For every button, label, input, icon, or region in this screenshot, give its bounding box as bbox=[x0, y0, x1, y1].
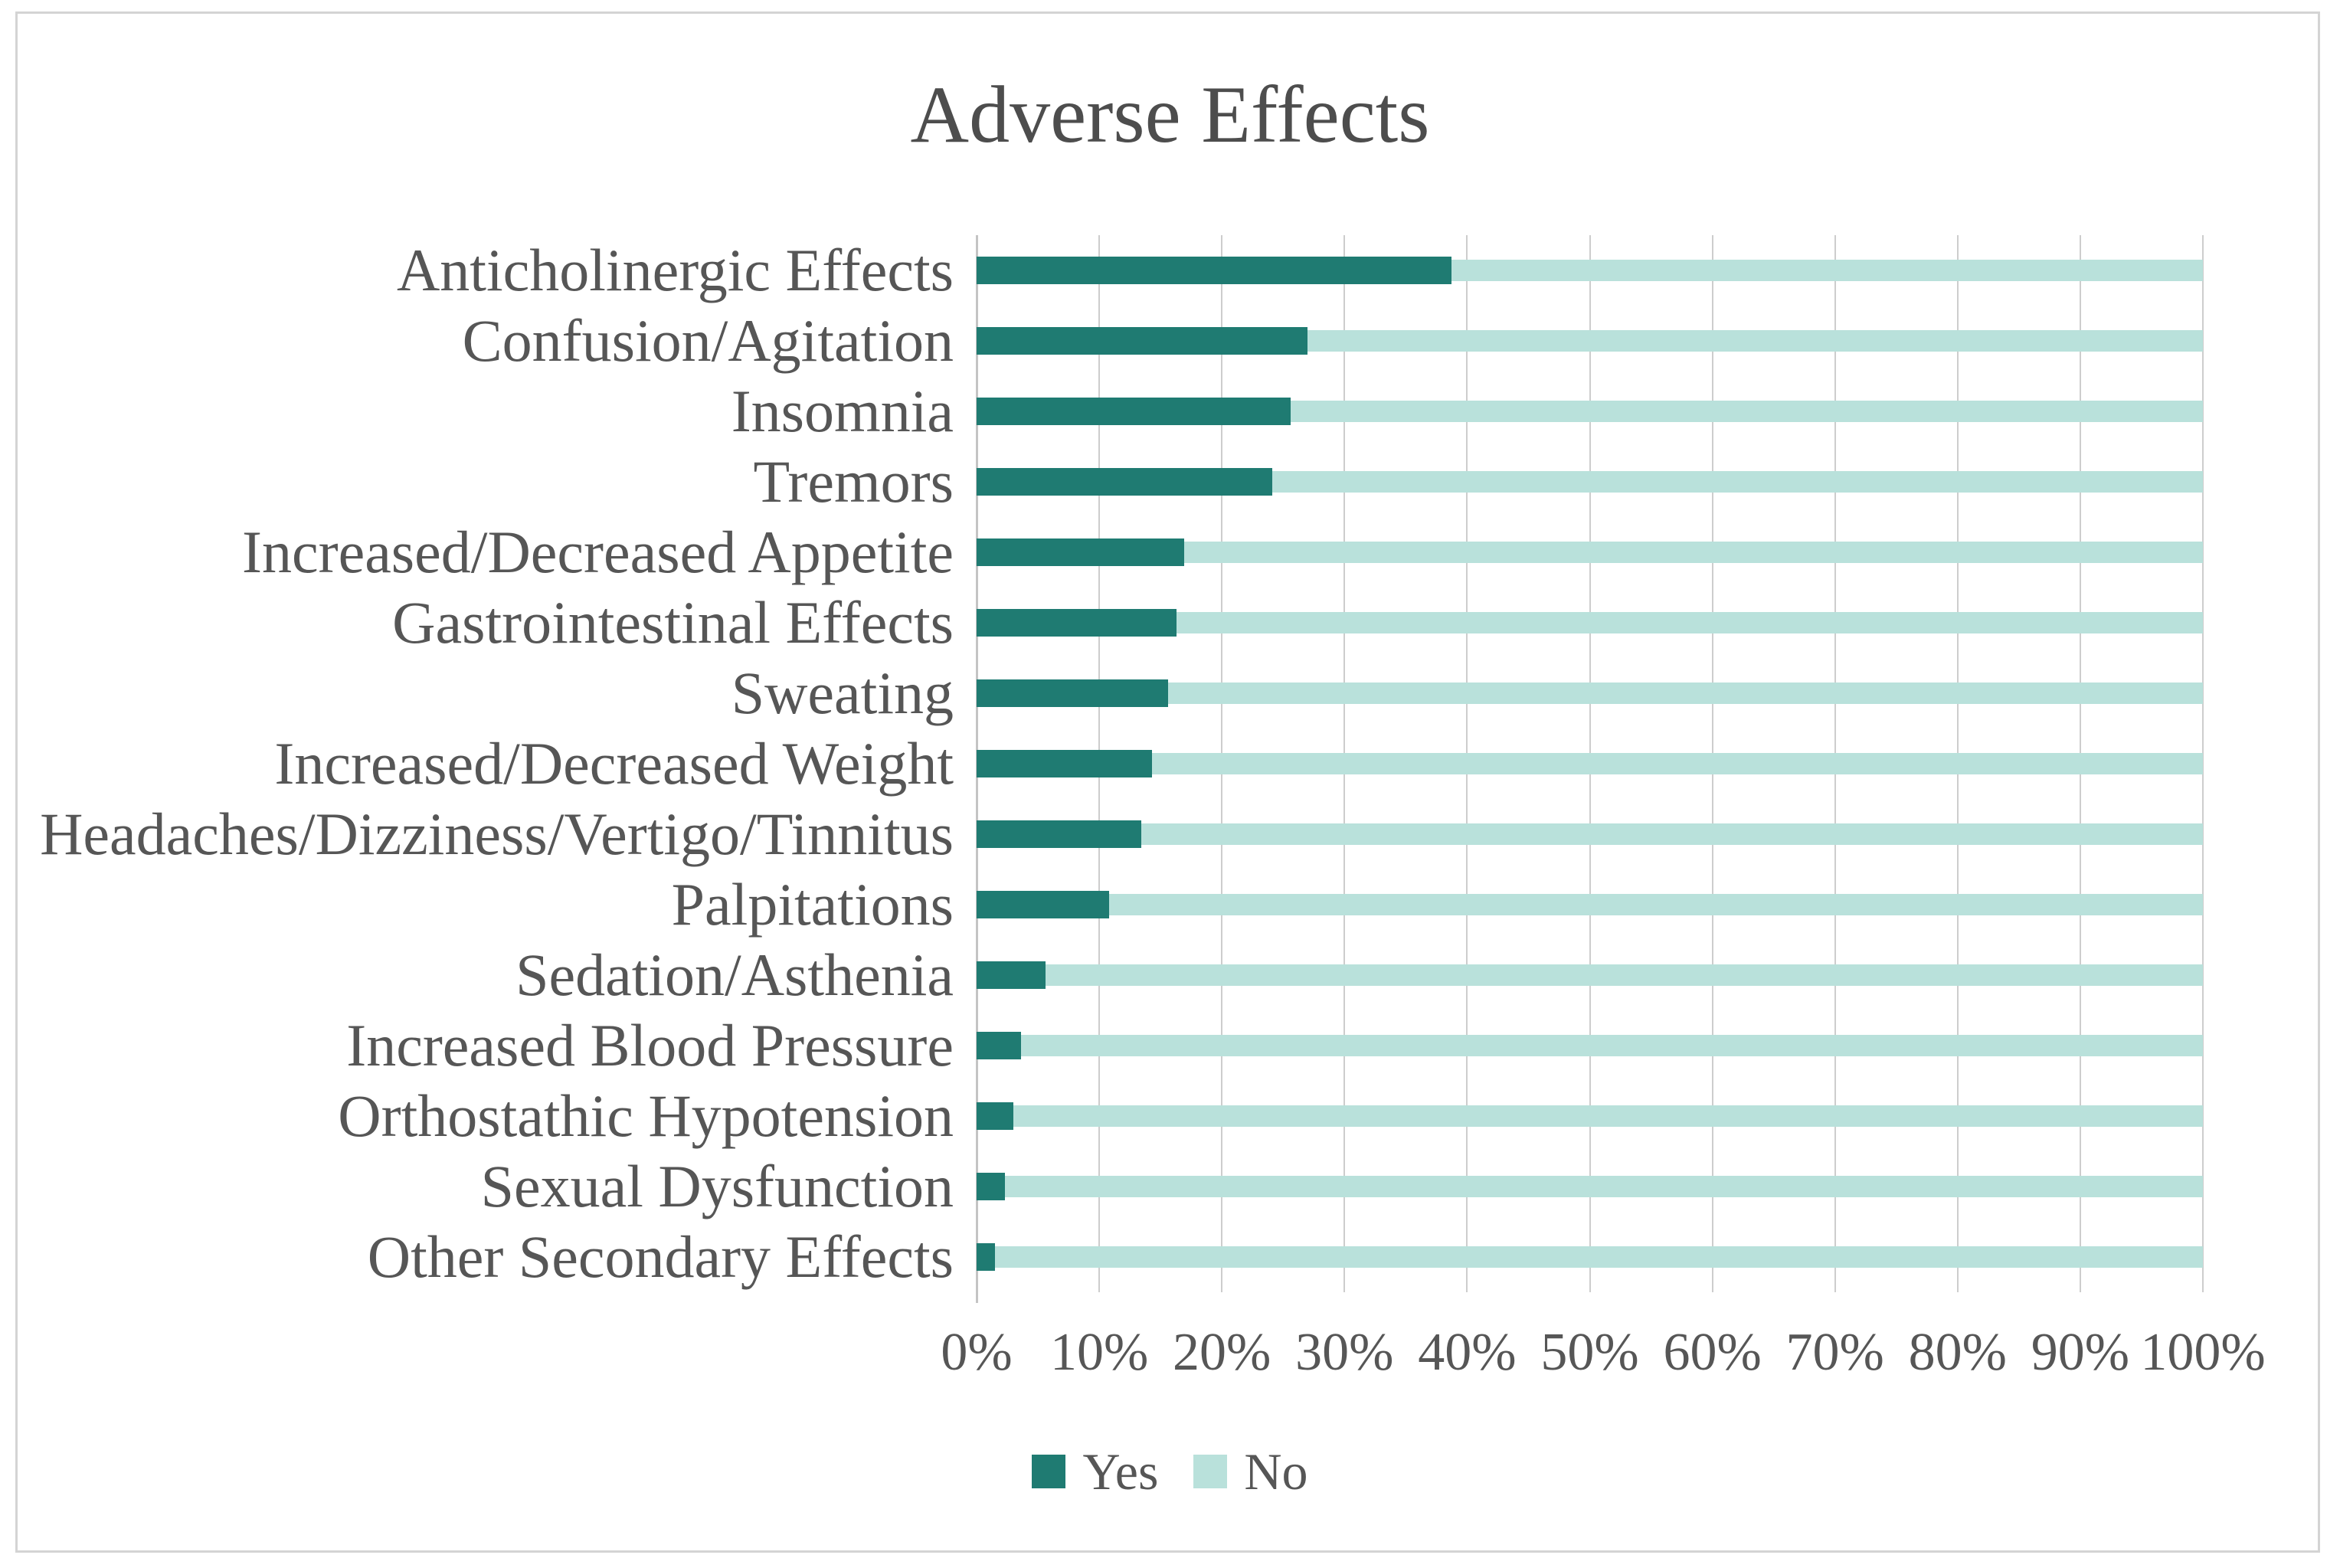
x-tick-label: 60% bbox=[1663, 1323, 1762, 1382]
x-tick-label: 80% bbox=[1908, 1323, 2007, 1382]
bar-yes bbox=[977, 679, 1168, 707]
bar-yes bbox=[977, 820, 1141, 848]
bar-no bbox=[1004, 1176, 2203, 1197]
bar-no bbox=[1013, 1105, 2203, 1127]
bar-no bbox=[1451, 260, 2203, 281]
x-tick-label: 10% bbox=[1049, 1323, 1149, 1382]
category-row: Increased/Decreased Weight bbox=[274, 728, 2203, 799]
category-row: Increased Blood Pressure bbox=[346, 1010, 2203, 1081]
category-label: Other Secondary Effects bbox=[367, 1223, 954, 1290]
x-tick-label: 100% bbox=[2140, 1323, 2266, 1382]
category-label: Gastrointestinal Effects bbox=[392, 589, 954, 656]
category-row: Palpitations bbox=[672, 869, 2203, 940]
category-row: Gastrointestinal Effects bbox=[392, 588, 2203, 658]
bar-no bbox=[1307, 330, 2203, 352]
bar-no bbox=[995, 1246, 2203, 1268]
bar-yes bbox=[977, 609, 1177, 637]
x-tick-label: 70% bbox=[1785, 1323, 1884, 1382]
x-axis: 0% 10% 20% 30% 40% 50% 60% 70% 80% 90% 100% bbox=[941, 1322, 2265, 1399]
bar-yes bbox=[977, 750, 1152, 777]
category-row: Confusion/Agitation bbox=[463, 306, 2203, 376]
category-label: Anticholinergic Effects bbox=[396, 237, 954, 303]
bar-yes bbox=[977, 1243, 995, 1271]
category-label: Increased/Decreased Appetite bbox=[242, 519, 954, 585]
category-row: Other Secondary Effects bbox=[368, 1222, 2203, 1292]
gridline bbox=[2202, 235, 2204, 1292]
legend: Yes No bbox=[0, 1442, 2340, 1501]
legend-item-yes: Yes bbox=[1032, 1442, 1158, 1502]
category-row: Sweating bbox=[731, 658, 2203, 728]
bar-no bbox=[1271, 471, 2203, 493]
category-label: Increased/Decreased Weight bbox=[274, 730, 954, 797]
category-label: Confusion/Agitation bbox=[462, 307, 954, 374]
category-label: Orthostathic Hypotension bbox=[338, 1082, 954, 1149]
category-label: Palpitations bbox=[671, 871, 954, 938]
bar-yes bbox=[977, 468, 1272, 496]
legend-swatch-yes bbox=[1032, 1455, 1066, 1488]
bar-no bbox=[1290, 401, 2203, 422]
bar-no bbox=[1183, 542, 2203, 563]
x-tick-label: 90% bbox=[2031, 1323, 2130, 1382]
bar-yes bbox=[977, 538, 1184, 566]
bar-yes bbox=[977, 398, 1291, 425]
category-row: Insomnia bbox=[731, 376, 2203, 447]
legend-item-no: No bbox=[1193, 1442, 1308, 1502]
x-tick-label: 40% bbox=[1418, 1323, 1517, 1382]
bar-no bbox=[1151, 753, 2203, 774]
category-row: Sedation/Asthenia bbox=[515, 940, 2203, 1010]
category-row: Anticholinergic Effects bbox=[397, 235, 2203, 306]
category-row: Tremors bbox=[754, 447, 2203, 517]
category-label: Insomnia bbox=[731, 378, 954, 444]
bar-no bbox=[1108, 894, 2203, 915]
legend-label-yes: Yes bbox=[1082, 1442, 1159, 1501]
bar-no bbox=[1167, 683, 2203, 704]
chart-title: Adverse Effects bbox=[910, 70, 1430, 159]
category-label: Increased Blood Pressure bbox=[346, 1012, 954, 1079]
bar-yes bbox=[977, 891, 1109, 918]
bar-no bbox=[1020, 1035, 2203, 1056]
bar-yes bbox=[977, 961, 1046, 989]
bar-yes bbox=[977, 1173, 1005, 1200]
category-label: Sweating bbox=[731, 660, 954, 726]
category-label: Headaches/Dizziness/Vertigo/Tinnitus bbox=[40, 800, 954, 867]
bar-yes bbox=[977, 327, 1308, 355]
legend-label-no: No bbox=[1244, 1442, 1308, 1501]
category-row: Sexual Dysfunction bbox=[481, 1151, 2203, 1222]
bar-no bbox=[1045, 964, 2203, 986]
category-label: Sedation/Asthenia bbox=[515, 941, 954, 1008]
bar-no bbox=[1176, 612, 2203, 633]
bar-yes bbox=[977, 1102, 1014, 1130]
x-tick-label: 30% bbox=[1295, 1323, 1394, 1382]
category-label: Tremors bbox=[753, 448, 954, 515]
bar-no bbox=[1141, 823, 2203, 845]
bar-yes bbox=[977, 1032, 1021, 1059]
x-tick-label: 20% bbox=[1173, 1323, 1271, 1382]
bar-yes bbox=[977, 257, 1451, 284]
category-label: Sexual Dysfunction bbox=[480, 1153, 954, 1219]
category-row: Headaches/Dizziness/Vertigo/Tinnitus bbox=[40, 799, 2203, 869]
x-tick-label: 50% bbox=[1540, 1323, 1639, 1382]
legend-swatch-no bbox=[1193, 1455, 1228, 1488]
category-row: Increased/Decreased Appetite bbox=[242, 517, 2203, 588]
category-row: Orthostathic Hypotension bbox=[338, 1081, 2203, 1151]
plot-area: Anticholinergic Effects Confusion/Agitati… bbox=[40, 235, 2204, 1303]
x-tick-label: 0% bbox=[941, 1323, 1013, 1382]
